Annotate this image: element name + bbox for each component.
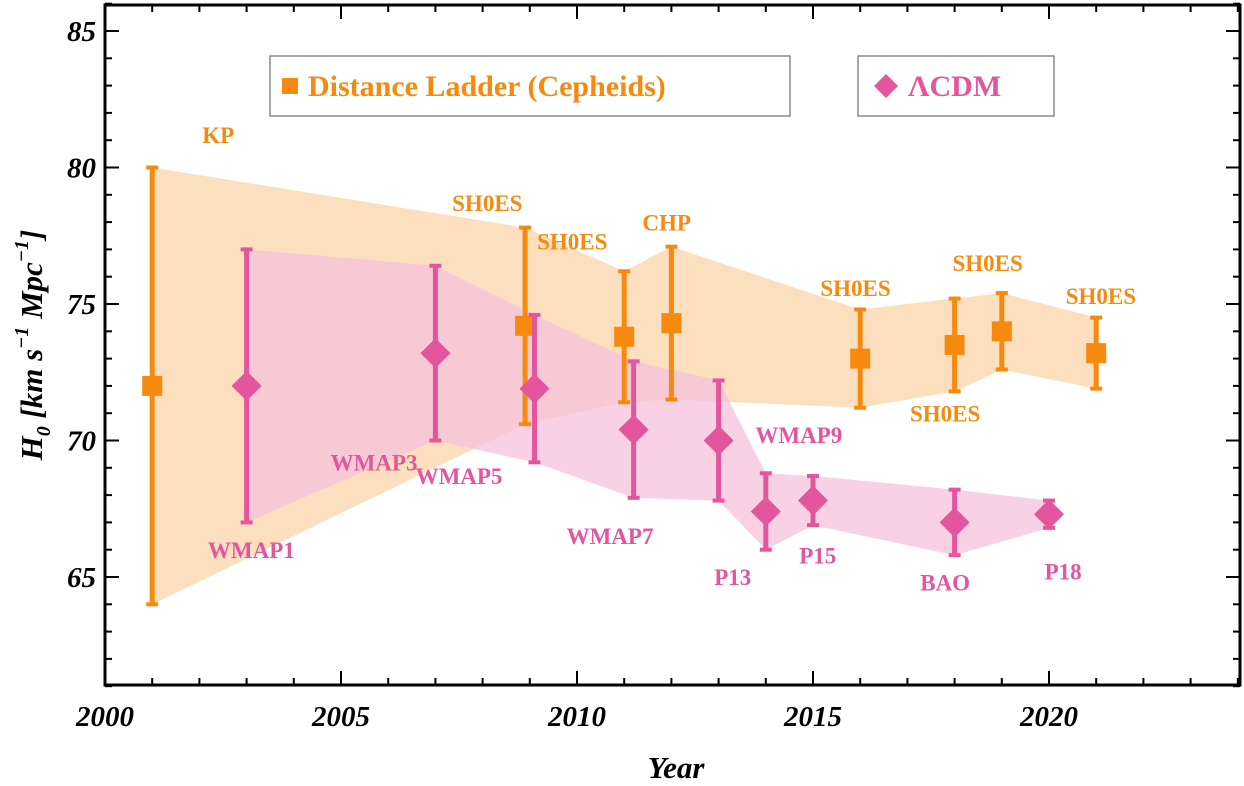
x-axis-title: Year	[648, 750, 706, 785]
y-tick-label: 75	[67, 289, 96, 321]
diamond-marker	[618, 414, 649, 445]
distance-ladder-point	[991, 291, 1012, 372]
distance-ladder-point-label: SH0ES	[910, 401, 980, 426]
distance-ladder-point	[142, 165, 163, 607]
diamond-marker	[420, 338, 451, 369]
lcdm-point-label: WMAP7	[567, 524, 654, 549]
square-marker	[515, 315, 536, 336]
y-axis-symbol: H	[14, 435, 49, 461]
diamond-marker	[231, 370, 262, 401]
distance-ladder-point	[1086, 315, 1107, 391]
distance-ladder-point-label: SH0ES	[820, 276, 890, 301]
legend-label: ΛCDM	[908, 70, 1001, 103]
x-tick-label: 2005	[311, 701, 370, 733]
lcdm-point	[420, 263, 451, 443]
lcdm-point	[519, 312, 550, 465]
y-axis-subscript: 0	[33, 426, 55, 436]
distance-ladder-point-label: KP	[202, 123, 234, 148]
diamond-marker	[939, 507, 970, 538]
diamond-marker	[519, 373, 550, 404]
lcdm-point	[618, 359, 649, 500]
lcdm-point	[750, 471, 781, 552]
legend-label: Distance Ladder (Cepheids)	[308, 70, 666, 103]
lcdm-point-label: P15	[799, 543, 836, 568]
lcdm-band	[246, 249, 1050, 556]
axis-ticks: 2000 2005 2010 2015 2020 65 70 75 80 85	[67, 2, 1240, 733]
square-marker	[1086, 343, 1107, 364]
y-tick-label: 80	[67, 153, 96, 185]
diamond-marker	[1034, 499, 1064, 530]
point-labels: KP SH0ES SH0ES CHP SH0ES SH0ES SH0ES SH0ES WMAP1…	[202, 123, 1136, 596]
lcdm-point	[1034, 498, 1064, 530]
lcdm-point-label: BAO	[920, 571, 970, 596]
distance-ladder-point-label: SH0ES	[537, 229, 607, 254]
legend-entry: ΛCDM	[857, 55, 1055, 117]
lcdm-point-label: WMAP1	[208, 538, 295, 563]
distance-ladder-point	[944, 296, 965, 394]
diamond-marker	[798, 485, 828, 516]
lcdm-point-label: WMAP3	[331, 451, 418, 476]
y-axis-title: H0 [km s−1 Mpc−1]	[11, 230, 55, 462]
distance-ladder-point-label: SH0ES	[1066, 284, 1136, 309]
y-axis-unit: Mpc	[14, 262, 49, 327]
square-marker	[142, 375, 163, 396]
distance-ladder-point	[614, 269, 635, 405]
x-tick-label: 2010	[547, 701, 606, 733]
square-marker	[850, 348, 871, 369]
plot-frame	[103, 3, 1242, 687]
diamond-marker	[750, 496, 781, 527]
square-marker	[661, 313, 682, 334]
legend-diamond-icon	[874, 74, 898, 98]
lcdm-point	[939, 487, 970, 558]
data-points	[142, 165, 1107, 607]
x-tick-label: 2000	[75, 701, 134, 733]
legend-box	[269, 55, 791, 117]
y-axis-unit: [km s	[14, 349, 49, 427]
y-tick-label: 65	[67, 562, 96, 594]
y-axis-unit-exponent: −1	[11, 327, 33, 349]
distance-ladder-point	[850, 307, 871, 410]
lcdm-point	[798, 473, 828, 528]
legend-entry: Distance Ladder (Cepheids)	[269, 55, 791, 117]
lcdm-point-label: WMAP9	[755, 423, 842, 448]
lcdm-point	[231, 247, 262, 525]
x-tick-label: 2020	[1019, 701, 1078, 733]
lcdm-point-label: P18	[1045, 560, 1082, 585]
y-tick-label: 70	[67, 426, 96, 458]
diamond-marker	[703, 425, 734, 456]
lcdm-point-label: P13	[714, 565, 751, 590]
distance-ladder-point-label: SH0ES	[452, 191, 522, 216]
x-tick-label: 2015	[783, 701, 842, 733]
square-marker	[944, 334, 965, 355]
legend-square-icon	[282, 78, 298, 94]
legend: Distance Ladder (Cepheids) ΛCDM	[269, 55, 1055, 117]
lcdm-point-label: WMAP5	[416, 464, 503, 489]
lcdm-point	[703, 378, 734, 503]
distance-ladder-point	[661, 244, 682, 402]
y-axis-unit-exponent: −1	[11, 240, 33, 262]
square-marker	[614, 326, 635, 347]
y-tick-label: 85	[67, 16, 96, 48]
y-axis-unit: ]	[14, 230, 49, 242]
distance-ladder-point-label: SH0ES	[952, 251, 1022, 276]
distance-ladder-point-label: CHP	[642, 210, 691, 235]
square-marker	[991, 321, 1012, 342]
